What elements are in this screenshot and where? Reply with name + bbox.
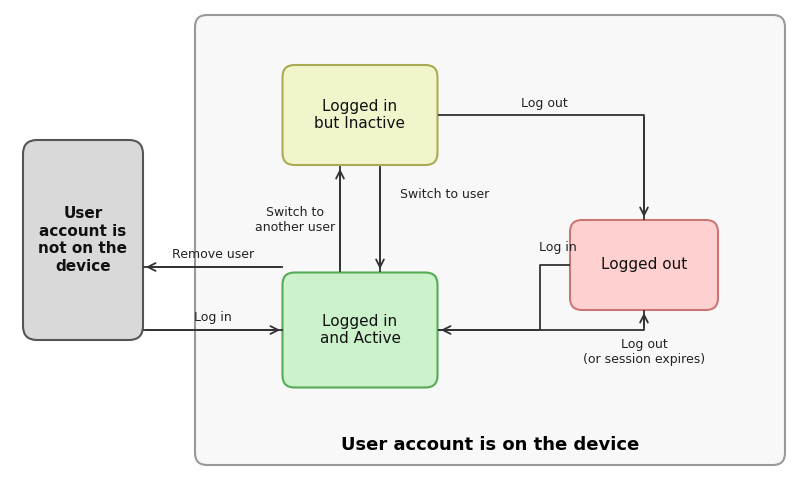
Text: Switch to
another user: Switch to another user bbox=[255, 206, 335, 234]
Text: Log out: Log out bbox=[521, 96, 567, 109]
Text: Logged in
and Active: Logged in and Active bbox=[320, 314, 400, 346]
Text: Remove user: Remove user bbox=[172, 249, 254, 262]
Text: Log in: Log in bbox=[194, 312, 231, 324]
Text: User
account is
not on the
device: User account is not on the device bbox=[38, 206, 127, 274]
FancyBboxPatch shape bbox=[195, 15, 785, 465]
Text: User account is on the device: User account is on the device bbox=[341, 436, 639, 454]
FancyBboxPatch shape bbox=[283, 273, 437, 387]
Text: Logged in
but Inactive: Logged in but Inactive bbox=[315, 99, 405, 131]
FancyBboxPatch shape bbox=[570, 220, 718, 310]
FancyBboxPatch shape bbox=[283, 65, 437, 165]
FancyBboxPatch shape bbox=[23, 140, 143, 340]
Text: Logged out: Logged out bbox=[601, 257, 687, 273]
Text: Log out
(or session expires): Log out (or session expires) bbox=[583, 338, 705, 366]
Text: Log in: Log in bbox=[539, 241, 577, 254]
Text: Switch to user: Switch to user bbox=[400, 189, 489, 202]
